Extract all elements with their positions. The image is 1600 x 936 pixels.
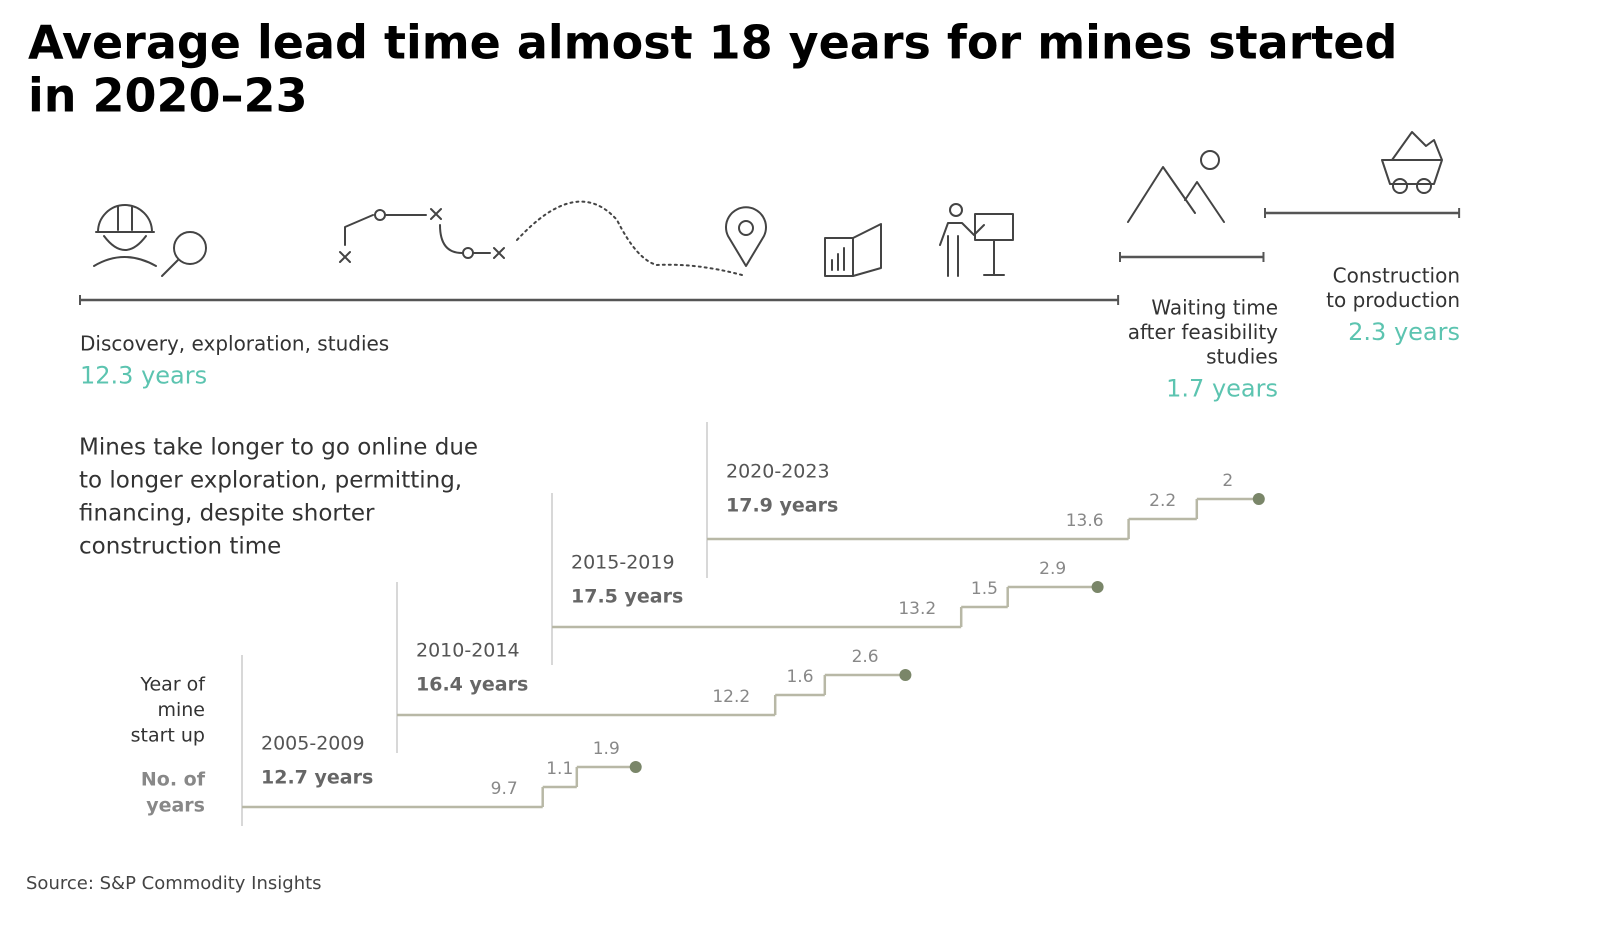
sun-icon	[1200, 150, 1220, 170]
phase-value: 12.3 years	[80, 362, 207, 390]
note: financing, despite shorter	[79, 501, 375, 527]
cart-wheel	[1392, 178, 1408, 194]
magnifier-icon	[173, 231, 207, 265]
route-node	[462, 247, 474, 259]
series-name: 2020-2023	[726, 461, 830, 483]
note: to longer exploration, permitting,	[79, 468, 462, 494]
icons	[93, 131, 1443, 277]
dotted-path	[516, 200, 743, 276]
series-total: 12.7 years	[261, 767, 373, 789]
step-value: 12.2	[712, 687, 750, 707]
value-label: No. of	[141, 769, 206, 791]
chart-title: Average lead time almost 18 years for mi…	[28, 16, 1398, 70]
phase-name: to production	[1326, 288, 1460, 312]
series-total: 16.4 years	[416, 674, 528, 696]
step-value: 2.9	[1039, 559, 1066, 579]
phase-name: studies	[1206, 345, 1278, 369]
route-crosses	[339, 208, 505, 263]
mountain-icon	[1127, 166, 1225, 223]
magnifier-handle	[161, 259, 179, 277]
phase-value: 2.3 years	[1348, 318, 1460, 346]
step-value: 1.9	[593, 739, 620, 759]
phase-value: 1.7 years	[1166, 375, 1278, 403]
pin-icon	[725, 206, 767, 267]
row-label: Year of	[139, 674, 206, 696]
step-value: 13.2	[898, 599, 936, 619]
pin-dot	[738, 220, 754, 236]
step-value: 1.6	[786, 667, 813, 687]
step-value: 2.2	[1149, 491, 1176, 511]
series-name: 2010-2014	[416, 640, 520, 662]
step-value: 13.6	[1066, 511, 1104, 531]
phase-name: Construction	[1333, 264, 1460, 288]
end-dot	[1091, 581, 1104, 593]
cart-wheel	[1416, 178, 1432, 194]
series-total: 17.5 years	[571, 586, 683, 608]
row-label: mine	[157, 699, 205, 721]
step-value: 2	[1222, 471, 1233, 491]
phase-name: Discovery, exploration, studies	[80, 332, 389, 356]
end-dot	[1252, 493, 1265, 505]
note: construction time	[79, 534, 281, 560]
step-value: 1.1	[546, 759, 573, 779]
end-dot	[629, 761, 642, 773]
report-icon	[824, 223, 882, 277]
cart-icon	[1381, 131, 1443, 185]
route-icon	[344, 214, 491, 254]
series-name: 2005-2009	[261, 733, 365, 755]
step-value: 1.5	[971, 579, 998, 599]
row-label: start up	[131, 725, 205, 747]
step-value: 2.6	[852, 647, 879, 667]
route-node	[374, 209, 386, 221]
helmet-icon	[95, 204, 155, 233]
phase-name: after feasibility	[1128, 320, 1278, 344]
worker-icon	[93, 235, 157, 267]
phase-name: Waiting time	[1151, 296, 1278, 320]
chart-title: in 2020–23	[28, 69, 308, 123]
series-name: 2015-2019	[571, 552, 675, 574]
presenter-icon	[939, 213, 1014, 277]
presenter-head	[949, 203, 963, 217]
step-value: 9.7	[491, 779, 518, 799]
value-label: years	[146, 795, 205, 817]
note: Mines take longer to go online due	[79, 435, 478, 461]
end-dot	[899, 669, 912, 681]
source: Source: S&P Commodity Insights	[26, 873, 322, 894]
series-total: 17.9 years	[726, 495, 838, 517]
